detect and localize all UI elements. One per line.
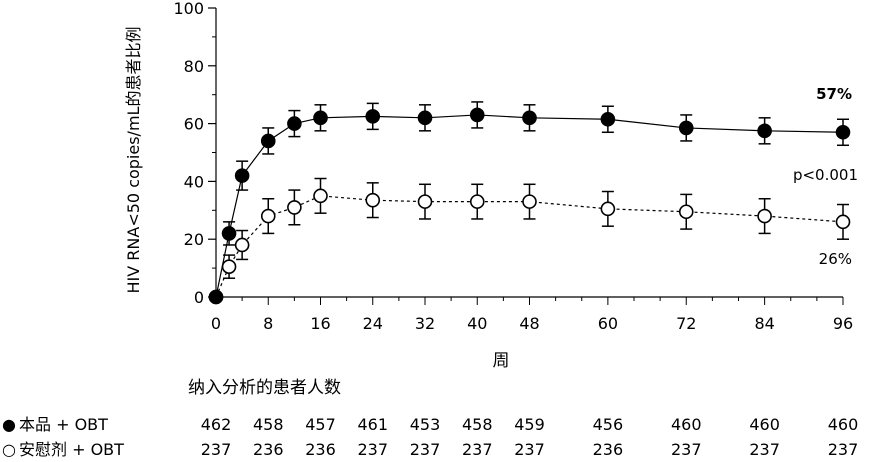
patients-table-title: 纳入分析的患者人数 [188, 378, 341, 398]
table-cell: 460 [749, 415, 780, 434]
table-cell: 236 [593, 440, 624, 459]
x-tick-label: 84 [754, 314, 774, 333]
y-tick-label: 80 [184, 57, 204, 76]
data-point [678, 204, 694, 220]
series-drug [208, 101, 851, 305]
data-point [313, 188, 328, 204]
data-point [469, 194, 485, 209]
table-row: ● 本品 + OBT 462 458 457 461 453 458 459 456 460 460 4… [2, 415, 858, 434]
y-tick-label: 40 [184, 172, 204, 191]
data-point [260, 133, 276, 149]
data-point [365, 109, 381, 124]
x-tick-label: 60 [598, 314, 618, 333]
data-point [469, 107, 485, 123]
x-tick-label: 96 [833, 314, 853, 333]
table-cell: 459 [514, 415, 545, 434]
drug-end-label: 57% [816, 85, 852, 103]
table-cell: 237 [462, 440, 493, 459]
table-cell: 237 [357, 440, 388, 459]
table-cell: 236 [305, 440, 336, 459]
table-cell: 462 [201, 415, 232, 434]
table-cell: 457 [305, 415, 336, 434]
data-point [757, 208, 772, 224]
x-tick-label: 40 [467, 314, 487, 333]
table-cell: 237 [671, 440, 702, 459]
table-cell: 460 [671, 415, 702, 434]
table-cell: 458 [253, 415, 284, 434]
x-tick-label: 0 [211, 314, 221, 333]
data-point [287, 116, 302, 131]
data-point [678, 120, 694, 136]
x-tick-label: 16 [310, 314, 330, 333]
table-row: ○ 安慰剂 + OBT 237 236 236 237 237 237 237 236 237 237… [2, 440, 858, 459]
table-cell: 237 [749, 440, 780, 459]
row-marker: ● [2, 415, 16, 434]
data-point [600, 201, 616, 217]
x-tick-label: 48 [519, 314, 539, 333]
x-tick-label: 24 [363, 314, 383, 333]
y-tick-label: 20 [184, 230, 204, 249]
data-point [221, 259, 237, 274]
row-label: 安慰剂 + OBT [19, 440, 124, 459]
data-point [417, 194, 433, 209]
series-placebo [208, 177, 851, 305]
table-cell: 453 [410, 415, 441, 434]
table-cell: 237 [201, 440, 232, 459]
data-point [313, 110, 328, 126]
table-cell: 456 [593, 415, 624, 434]
table-cell: 461 [357, 415, 388, 434]
data-point [522, 110, 537, 126]
data-point [757, 123, 772, 139]
y-tick-label: 60 [184, 115, 204, 134]
data-point [417, 110, 433, 126]
x-tick-label: 8 [263, 314, 273, 333]
data-point [208, 289, 224, 305]
table-cell: 237 [410, 440, 441, 459]
series-line [215, 195, 844, 298]
y-tick-label: 100 [173, 0, 204, 18]
y-axis-label: HIV RNA<50 copies/mL的患者比例 [124, 27, 143, 294]
row-marker: ○ [2, 440, 16, 459]
table-cell: 237 [514, 440, 545, 459]
series-layer: 57% 26% [208, 85, 852, 305]
data-point [600, 111, 616, 127]
x-tick-label: 72 [676, 314, 696, 333]
placebo-end-label: 26% [819, 250, 852, 268]
data-point [287, 200, 302, 215]
data-point [221, 226, 237, 241]
data-point [365, 192, 381, 208]
data-point [260, 208, 276, 224]
table-cell: 237 [828, 440, 859, 459]
axes: 0 20 40 60 80 100 0 8 16 24 32 40 48 60 72 84 96 [173, 0, 853, 333]
table-cell: 236 [253, 440, 284, 459]
data-point [234, 168, 250, 183]
y-tick-label: 0 [194, 288, 204, 307]
data-point [835, 214, 851, 230]
data-point [835, 124, 851, 140]
patients-table: ● 本品 + OBT 462 458 457 461 453 458 459 456 460 460 4… [2, 415, 858, 459]
x-tick-label: 32 [415, 314, 435, 333]
data-point [234, 237, 250, 253]
table-cell: 458 [462, 415, 493, 434]
row-label: 本品 + OBT [19, 415, 108, 434]
p-value-annotation: p<0.001 [793, 166, 858, 184]
x-axis-label: 周 [493, 351, 510, 371]
table-cell: 460 [828, 415, 859, 434]
data-point [522, 194, 537, 209]
